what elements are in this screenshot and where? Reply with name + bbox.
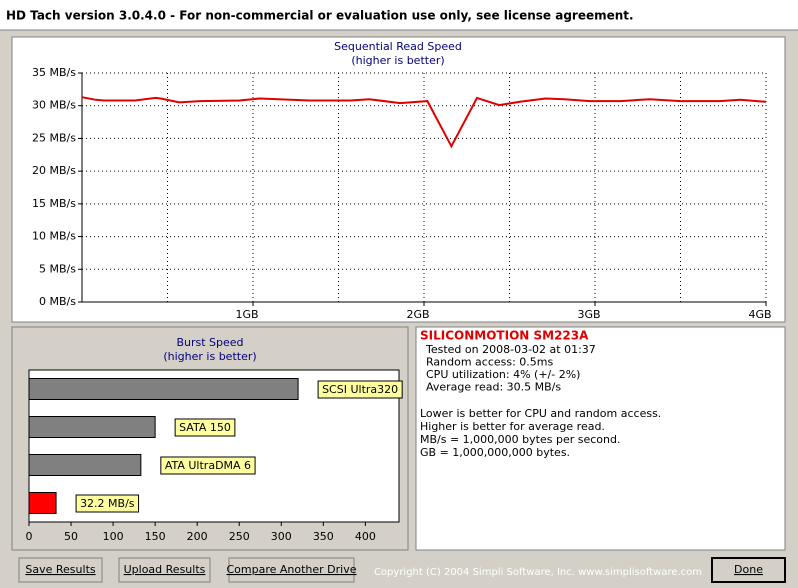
x-tick-label: 100 — [103, 530, 124, 543]
button-label[interactable]: Compare Another Drive — [226, 563, 356, 576]
chart-subtitle: (higher is better) — [163, 350, 256, 363]
button[interactable] — [228, 557, 355, 583]
y-tick-label: 0 MB/s — [39, 295, 76, 308]
button-label[interactable]: Upload Results — [124, 563, 206, 576]
y-tick-label: 5 MB/s — [39, 262, 76, 275]
button[interactable] — [118, 557, 211, 583]
button-label[interactable]: Save Results — [25, 563, 95, 576]
copyright: Copyright (C) 2004 Simpli Software, Inc.… — [374, 567, 702, 578]
x-tick-label: 400 — [355, 530, 376, 543]
y-tick-label: 15 MB/s — [32, 197, 76, 210]
bar — [28, 378, 299, 400]
note: MB/s = 1,000,000 bytes per second. — [420, 433, 620, 446]
drive-detail: Random access: 0.5ms — [426, 356, 554, 369]
bar-label-box — [174, 418, 236, 437]
note: GB = 1,000,000,000 bytes. — [420, 446, 570, 459]
x-tick-label: 150 — [145, 530, 166, 543]
bar-label-box — [75, 494, 140, 513]
note: Lower is better for CPU and random acces… — [420, 407, 661, 420]
bar-label: ATA UltraDMA 6 — [165, 459, 251, 472]
x-tick-label: 250 — [229, 530, 250, 543]
drive-detail: Average read: 30.5 MB/s — [426, 381, 561, 394]
y-tick-label: 20 MB/s — [32, 164, 76, 177]
x-tick-label: 0 — [26, 530, 33, 543]
bar-label-box — [317, 380, 403, 399]
x-tick-label: 350 — [313, 530, 334, 543]
bar-label: SATA 150 — [179, 421, 231, 434]
y-tick-label: 25 MB/s — [32, 131, 76, 144]
drive-name: SILICONMOTION SM223A — [420, 329, 589, 343]
x-tick-label: 1GB — [235, 308, 258, 321]
x-tick-label: 2GB — [406, 308, 429, 321]
bar — [28, 492, 57, 514]
y-tick-label: 30 MB/s — [32, 99, 76, 112]
chart-title: Sequential Read Speed — [334, 40, 462, 53]
bar-label: 32.2 MB/s — [80, 497, 135, 510]
drive-detail: Tested on 2008-03-02 at 01:37 — [425, 343, 596, 356]
button[interactable] — [711, 557, 786, 583]
bar — [28, 416, 156, 438]
info-panel — [415, 326, 786, 551]
bar — [28, 454, 142, 476]
drive-detail: CPU utilization: 4% (+/- 2%) — [426, 368, 580, 381]
x-tick-label: 200 — [187, 530, 208, 543]
x-tick-label: 4GB — [748, 308, 771, 321]
title-bar — [0, 0, 798, 30]
x-tick-label: 50 — [64, 530, 78, 543]
button[interactable] — [18, 557, 103, 583]
button-label[interactable]: Done — [734, 563, 763, 576]
y-tick-label: 10 MB/s — [32, 230, 76, 243]
y-tick-label: 35 MB/s — [32, 66, 76, 79]
window-title: HD Tach version 3.0.4.0 - For non-commer… — [6, 9, 634, 23]
chart-subtitle: (higher is better) — [351, 54, 444, 67]
x-tick-label: 3GB — [577, 308, 600, 321]
note: Higher is better for average read. — [420, 420, 605, 433]
chart-title: Burst Speed — [176, 336, 243, 349]
read-speed-line — [81, 96, 767, 149]
x-tick-label: 300 — [271, 530, 292, 543]
bar-label: SCSI Ultra320 — [322, 383, 398, 396]
read-panel — [11, 36, 786, 323]
bar-label-box — [160, 456, 256, 475]
